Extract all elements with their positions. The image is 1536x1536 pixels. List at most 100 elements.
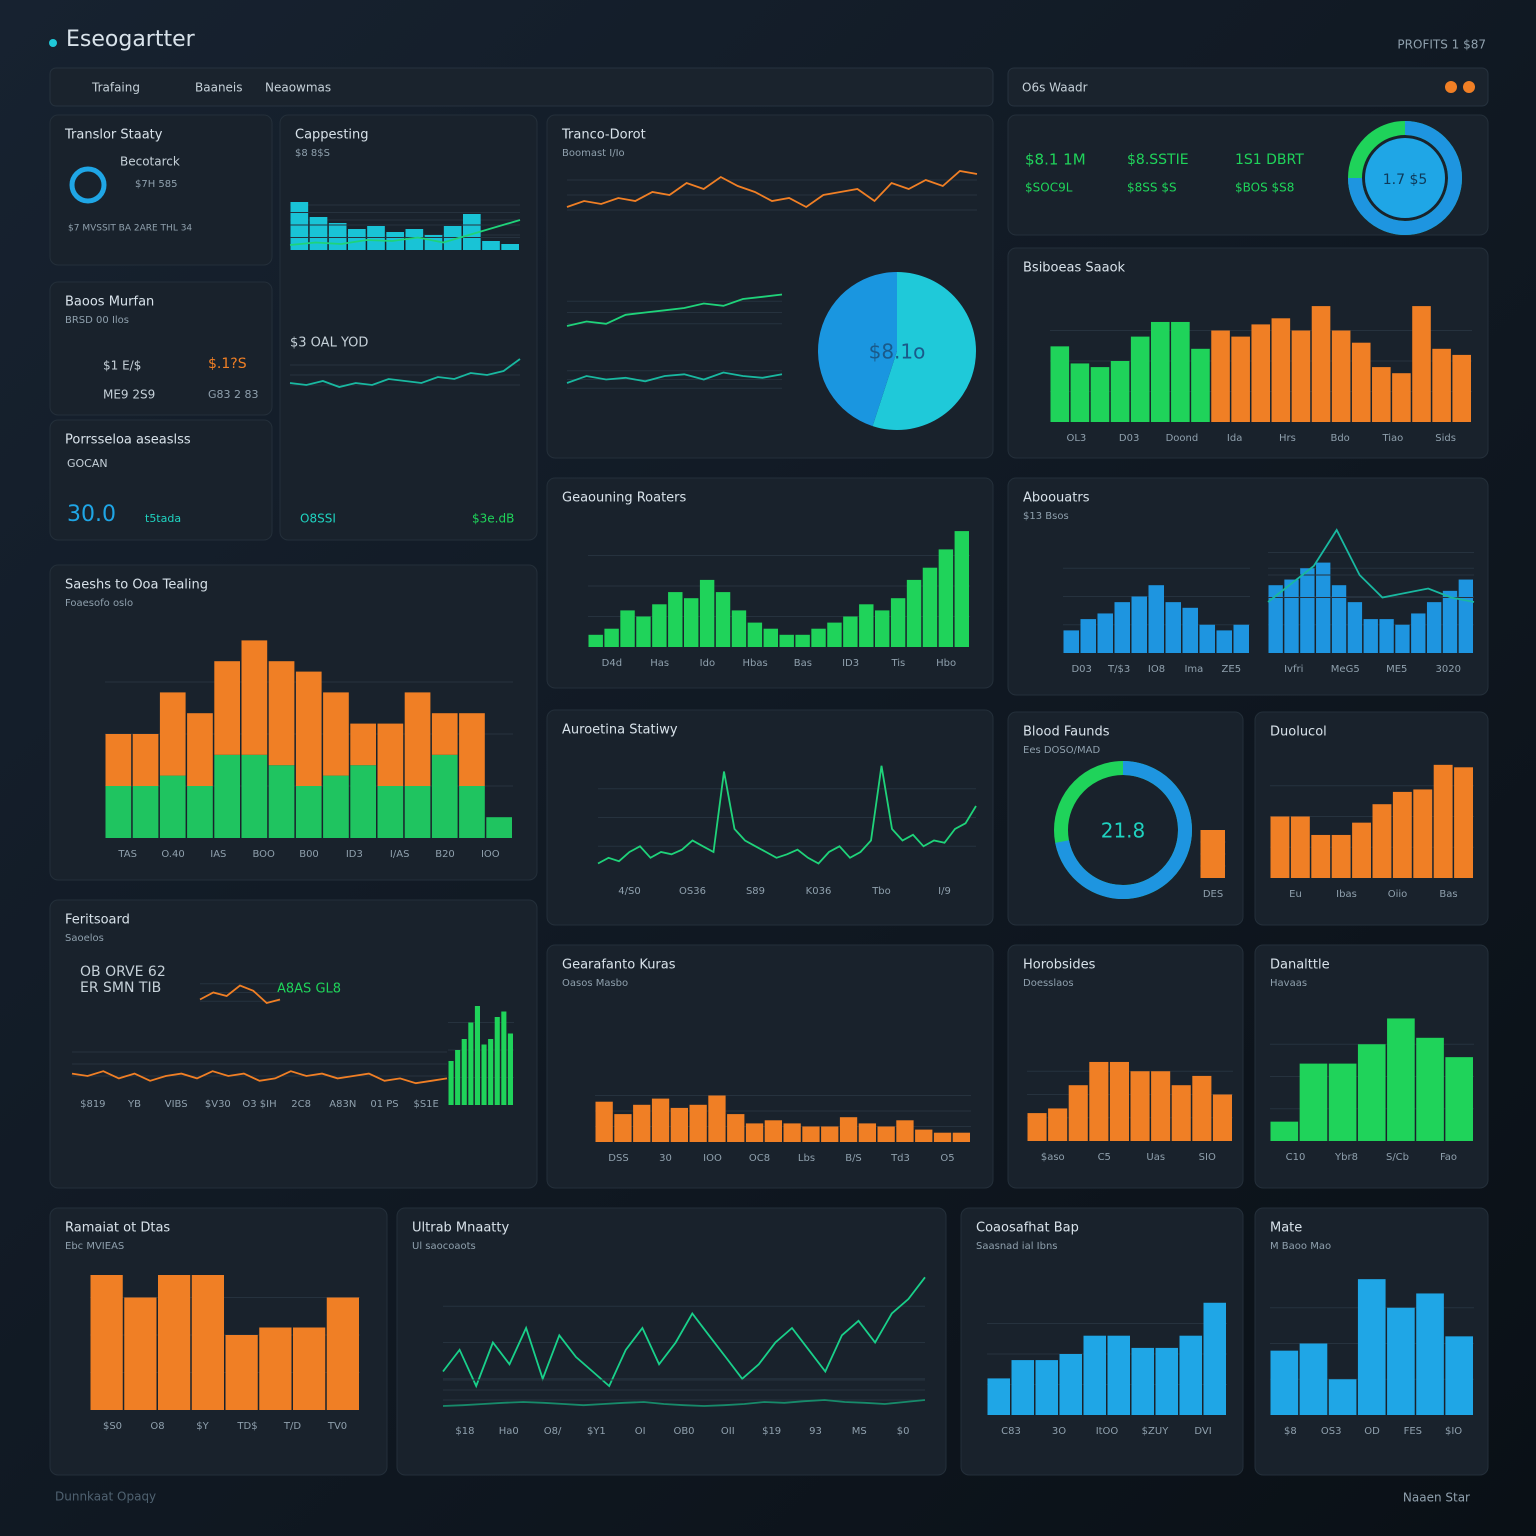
- bar: [915, 1129, 933, 1142]
- bar: [708, 1095, 726, 1142]
- bar: [1395, 624, 1410, 653]
- bar: [684, 598, 699, 647]
- x-tick-label: IO8: [1148, 664, 1165, 675]
- bar: [745, 1123, 764, 1142]
- bar: [468, 1022, 474, 1105]
- bar: [875, 610, 890, 647]
- x-tick-label: T/D: [283, 1421, 301, 1432]
- bar: [699, 579, 715, 647]
- x-tick-label: $18: [455, 1426, 474, 1437]
- panel-subtitle: M Baoo Mao: [1270, 1241, 1331, 1252]
- x-tick-label: S89: [746, 886, 765, 897]
- bar: [1199, 624, 1215, 653]
- x-tick-label: $819: [80, 1099, 105, 1110]
- bar: [1299, 1063, 1328, 1141]
- line: [289, 219, 521, 246]
- bar: [715, 592, 731, 647]
- x-tick-label: O8: [150, 1421, 164, 1432]
- right-bar-title: O6s Waadr: [1022, 81, 1088, 95]
- line: [566, 293, 783, 327]
- bar: [1131, 596, 1147, 653]
- bar-segment: [214, 754, 240, 838]
- x-tick-label: O3 $IH: [242, 1099, 276, 1110]
- pie-slice: [872, 272, 976, 430]
- bar: [1155, 1347, 1178, 1415]
- x-tick-label: A83N: [329, 1099, 356, 1110]
- bar: [90, 1275, 123, 1410]
- gauge-core: [1365, 138, 1445, 218]
- x-tick-label: ItOO: [1096, 1426, 1119, 1437]
- line: [597, 765, 977, 865]
- x-tick-label: OII: [721, 1426, 735, 1437]
- panel-text: $1 E/$: [103, 359, 141, 373]
- bar: [1089, 1061, 1109, 1141]
- bar: [1233, 624, 1249, 653]
- x-tick-label: IAS: [210, 849, 226, 860]
- panel-text: $8SS $S: [1127, 181, 1177, 195]
- bar: [1251, 324, 1271, 422]
- bar: [1432, 348, 1451, 422]
- panel-text: OB ORVE 62: [80, 964, 166, 980]
- bar-segment: [187, 713, 213, 786]
- x-tick-label: OC8: [749, 1153, 770, 1164]
- x-tick-label: 4/S0: [618, 886, 640, 897]
- bar: [1270, 1350, 1299, 1415]
- x-tick-label: OD: [1364, 1426, 1380, 1437]
- icon: [69, 166, 107, 204]
- bar: [1357, 1044, 1386, 1141]
- x-tick-label: B20: [435, 849, 455, 860]
- x-tick-label: IOO: [481, 849, 500, 860]
- x-tick-label: Oiio: [1388, 889, 1408, 900]
- bar: [1331, 585, 1347, 653]
- x-tick-label: Ivfri: [1284, 664, 1303, 675]
- nav-item[interactable]: Neaowmas: [265, 81, 331, 95]
- x-tick-label: OL3: [1066, 433, 1086, 444]
- panel-title: Horobsides: [1023, 958, 1096, 973]
- bar: [1027, 1113, 1047, 1141]
- bar: [1387, 1018, 1415, 1141]
- x-tick-label: Ido: [700, 658, 715, 669]
- bar: [1231, 336, 1250, 422]
- panel-text: Becotarck: [120, 155, 180, 169]
- status-dot: [1445, 81, 1457, 93]
- bar: [424, 235, 443, 250]
- panel: [49, 114, 273, 266]
- bar: [1148, 585, 1164, 653]
- bar-segment: [105, 786, 132, 838]
- bar: [1331, 834, 1351, 878]
- x-tick-label: BOO: [252, 849, 275, 860]
- nav-item[interactable]: Trafaing: [91, 81, 140, 95]
- bar: [1433, 764, 1453, 878]
- bar: [954, 531, 969, 647]
- line: [566, 371, 783, 384]
- bar: [783, 1123, 801, 1142]
- x-tick-label: $Y1: [587, 1426, 606, 1437]
- x-tick-label: I/9: [938, 886, 951, 897]
- bar: [1351, 342, 1371, 422]
- panel-subtitle: Saasnad ial Ibns: [976, 1241, 1058, 1252]
- x-tick-label: O8/: [544, 1426, 562, 1437]
- x-tick-label: I/AS: [390, 849, 410, 860]
- status-dot: [1463, 81, 1475, 93]
- panel-title: Gearafanto Kuras: [562, 958, 676, 973]
- x-tick-label: $S0: [103, 1421, 122, 1432]
- bar: [405, 229, 424, 250]
- panels: Translor Staaty Becotarck $7H 585 $7 MVSSIT…: [49, 114, 1489, 1476]
- x-tick-label: $IO: [1445, 1426, 1462, 1437]
- bar: [1452, 354, 1471, 422]
- bar-segment: [132, 786, 159, 838]
- bar: [795, 634, 810, 647]
- bar: [1392, 791, 1412, 878]
- x-tick-label: T/$3: [1107, 664, 1130, 675]
- bar-segment: [459, 713, 485, 786]
- bar: [1080, 619, 1096, 653]
- x-tick-label: $aso: [1041, 1152, 1065, 1163]
- x-tick-label: TAS: [117, 849, 137, 860]
- bar: [1200, 830, 1225, 878]
- bar: [1212, 1094, 1232, 1141]
- nav-item[interactable]: Baaneis: [195, 81, 243, 95]
- bar-segment: [404, 786, 431, 838]
- bar: [839, 1117, 858, 1142]
- bar: [952, 1132, 970, 1142]
- bar: [1347, 602, 1363, 653]
